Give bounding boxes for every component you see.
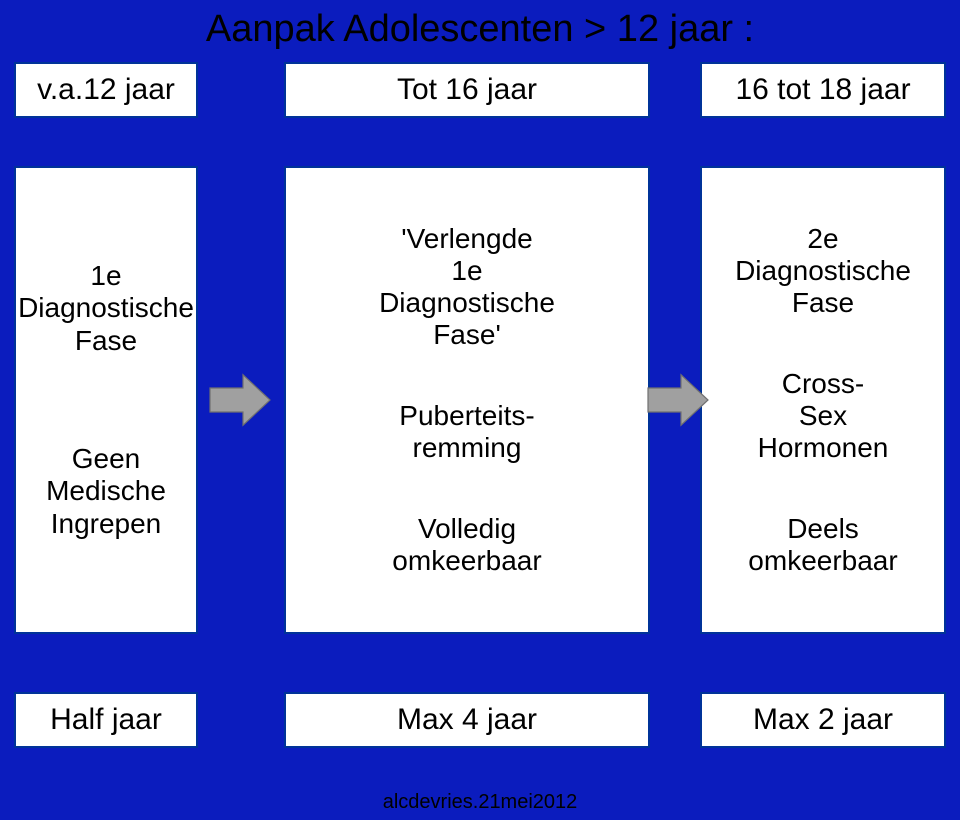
slide-title: Aanpak Adolescenten > 12 jaar : xyxy=(0,8,960,51)
text-line: Diagnostische xyxy=(735,255,911,287)
content-column-1: 'Verlengde1eDiagnostischeFase' Puberteits… xyxy=(284,166,650,634)
header-cell-1: Tot 16 jaar xyxy=(284,62,650,118)
content-block-2-2: Deelsomkeerbaar xyxy=(748,513,897,577)
content-block-1-2: Volledigomkeerbaar xyxy=(392,513,541,577)
bottom-cell-2: Max 2 jaar xyxy=(700,692,946,748)
arrow-right-icon xyxy=(208,370,272,430)
text-line: 'Verlengde xyxy=(379,223,555,255)
text-line: Cross- xyxy=(758,368,889,400)
text-line: Sex xyxy=(758,400,889,432)
header-cell-0: v.a.12 jaar xyxy=(14,62,198,118)
content-block-1-0: 'Verlengde1eDiagnostischeFase' xyxy=(379,223,555,352)
text-line: 1e xyxy=(379,255,555,287)
content-block-2-0: 2eDiagnostischeFase xyxy=(735,223,911,320)
text-line: Geen xyxy=(46,443,166,475)
text-line: Hormonen xyxy=(758,432,889,464)
text-line: Puberteits- xyxy=(399,400,534,432)
text-line: 1e xyxy=(18,260,194,292)
content-block-0-1: GeenMedischeIngrepen xyxy=(46,443,166,540)
text-line: Ingrepen xyxy=(46,508,166,540)
content-block-0-0: 1eDiagnostischeFase xyxy=(18,260,194,357)
text-line: Fase xyxy=(735,287,911,319)
text-line: remming xyxy=(399,432,534,464)
text-line: Medische xyxy=(46,475,166,507)
bottom-cell-0: Half jaar xyxy=(14,692,198,748)
text-line: 2e xyxy=(735,223,911,255)
text-line: Diagnostische xyxy=(18,292,194,324)
text-line: Deels xyxy=(748,513,897,545)
arrow-right-icon xyxy=(646,370,710,430)
text-line: Diagnostische xyxy=(379,287,555,319)
text-line: Fase' xyxy=(379,319,555,351)
content-column-2: 2eDiagnostischeFase Cross-SexHormonen Deel… xyxy=(700,166,946,634)
header-cell-2: 16 tot 18 jaar xyxy=(700,62,946,118)
content-block-1-1: Puberteits-remming xyxy=(399,400,534,464)
content-block-2-1: Cross-SexHormonen xyxy=(758,368,889,465)
text-line: Volledig xyxy=(392,513,541,545)
footer-text: alcdevries.21mei2012 xyxy=(0,791,960,814)
text-line: omkeerbaar xyxy=(392,545,541,577)
text-line: Fase xyxy=(18,325,194,357)
text-line: omkeerbaar xyxy=(748,545,897,577)
content-column-0: 1eDiagnostischeFase GeenMedischeIngrepen xyxy=(14,166,198,634)
bottom-cell-1: Max 4 jaar xyxy=(284,692,650,748)
